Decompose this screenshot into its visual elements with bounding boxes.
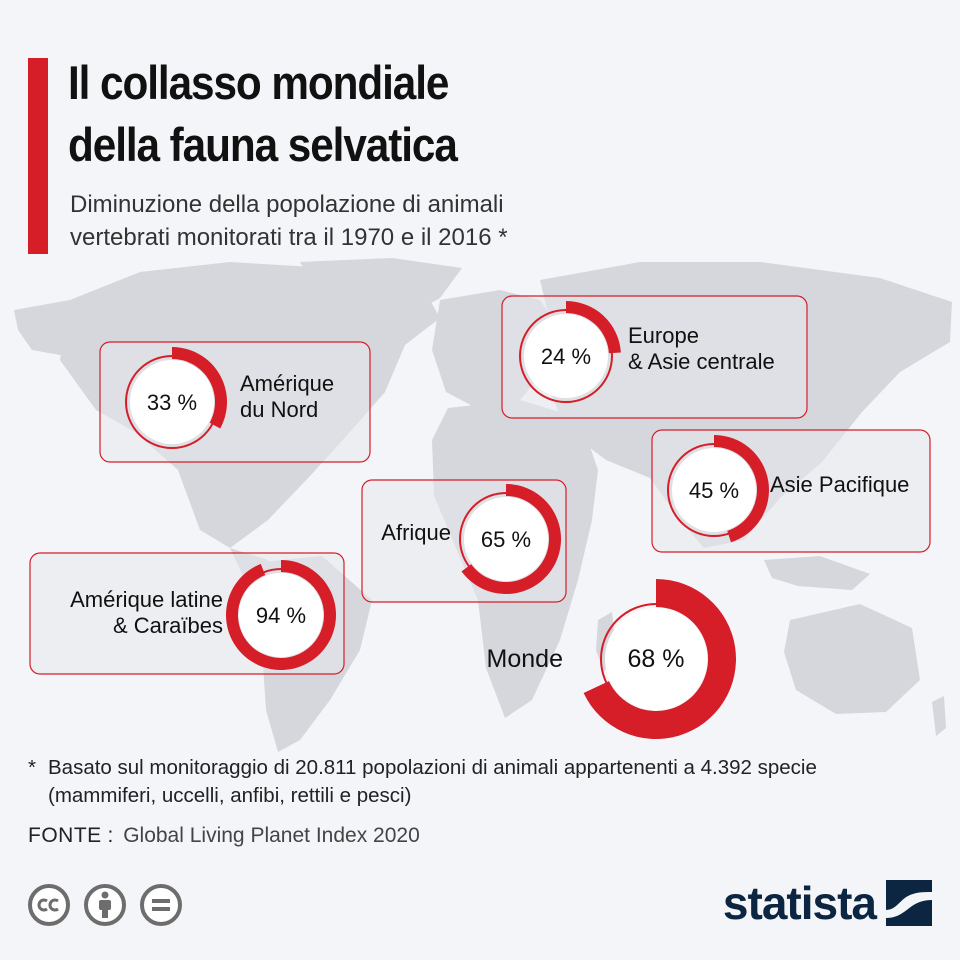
donut-center (524, 314, 608, 398)
title-line-1: Il collasso mondiale (68, 56, 449, 109)
region-afrique: 65 % Afrique (361, 479, 567, 603)
donut-center (605, 608, 707, 710)
data-label: 33 % (147, 390, 197, 415)
donut-value-arc (172, 347, 228, 429)
donut-center (464, 497, 548, 581)
data-label: 24 % (541, 344, 591, 369)
subtitle-line-2: vertebrati monitorati tra il 1970 e il 2… (70, 224, 508, 251)
attribution-icon[interactable] (84, 884, 126, 926)
donut-value-arc (566, 301, 621, 354)
source-label: FONTE (28, 824, 102, 847)
equals-glyph (152, 899, 170, 911)
footnote-marker: * (28, 756, 36, 779)
data-label: 68 % (628, 645, 685, 673)
region-amerique-du-nord: 33 % Amérique du Nord (99, 341, 371, 463)
map-australia (784, 604, 920, 714)
statista-logo-icon (886, 880, 932, 926)
data-label: 45 % (689, 478, 739, 503)
region-label-line: Asie Pacifique (770, 472, 909, 497)
title-line-2: della fauna selvatica (68, 118, 458, 171)
map-southeast-asia (764, 556, 870, 590)
region-callouts: 33 % Amérique du Nord 24 % Europe & Asie cent… (29, 295, 931, 739)
creative-commons-icon[interactable] (28, 884, 70, 926)
footnote-line-1: Basato sul monitoraggio di 20.811 popola… (48, 756, 817, 779)
subtitle: Diminuzione della popolazione di animali… (70, 188, 630, 254)
region-label: Amérique latine & Caraïbes (70, 587, 223, 638)
footnote-line-2: (mammiferi, uccelli, anfibi, rettili e p… (48, 784, 412, 807)
donut-value-arc (583, 579, 736, 739)
map-greenland (300, 258, 462, 322)
attribution-glyph (99, 891, 111, 918)
source: FONTE : Global Living Planet Index 2020 (28, 824, 420, 848)
region-label: Afrique (381, 520, 451, 545)
data-label: 65 % (481, 527, 531, 552)
region-label-line: Afrique (381, 520, 451, 545)
region-label-line: Europe (628, 323, 699, 348)
region-label-line: Amérique (240, 371, 334, 396)
creative-commons-glyph (37, 898, 59, 912)
region-monde: 68 % Monde (487, 579, 736, 739)
region-label: Monde (487, 645, 563, 673)
source-separator: : (107, 824, 114, 847)
region-label-line: Amérique latine (70, 587, 223, 612)
source-value: Global Living Planet Index 2020 (123, 824, 420, 847)
license-icons (28, 884, 182, 926)
donut-center (672, 448, 756, 532)
region-label-line: du Nord (240, 397, 318, 422)
map-new-zealand (932, 696, 946, 736)
accent-bar (28, 58, 48, 254)
footnote: * Basato sul monitoraggio di 20.811 popo… (28, 754, 928, 810)
region-label: Amérique du Nord (240, 371, 334, 422)
brand[interactable]: statista (723, 876, 932, 930)
region-europe-asie-centrale: 24 % Europe & Asie centrale (501, 295, 808, 419)
map-alaska (14, 300, 70, 356)
data-label: 94 % (256, 603, 306, 628)
region-label-line: & Asie centrale (628, 349, 775, 374)
donut-center (239, 573, 323, 657)
brand-name: statista (722, 877, 877, 929)
region-label: Asie Pacifique (770, 472, 909, 497)
region-asie-pacifique: 45 % Asie Pacifique (651, 429, 931, 553)
region-amerique-latine-caraibes: 94 % Amérique latine & Caraïbes (29, 552, 345, 675)
region-label: Europe & Asie centrale (628, 323, 775, 374)
no-derivatives-icon[interactable] (140, 884, 182, 926)
region-label-line: Monde (487, 645, 563, 673)
subtitle-line-1: Diminuzione della popolazione di animali (70, 191, 504, 218)
donut-value-arc (714, 435, 769, 543)
region-label-line: & Caraïbes (113, 613, 223, 638)
donut-center (130, 360, 214, 444)
page-title: Il collasso mondiale della fauna selvati… (68, 52, 572, 176)
